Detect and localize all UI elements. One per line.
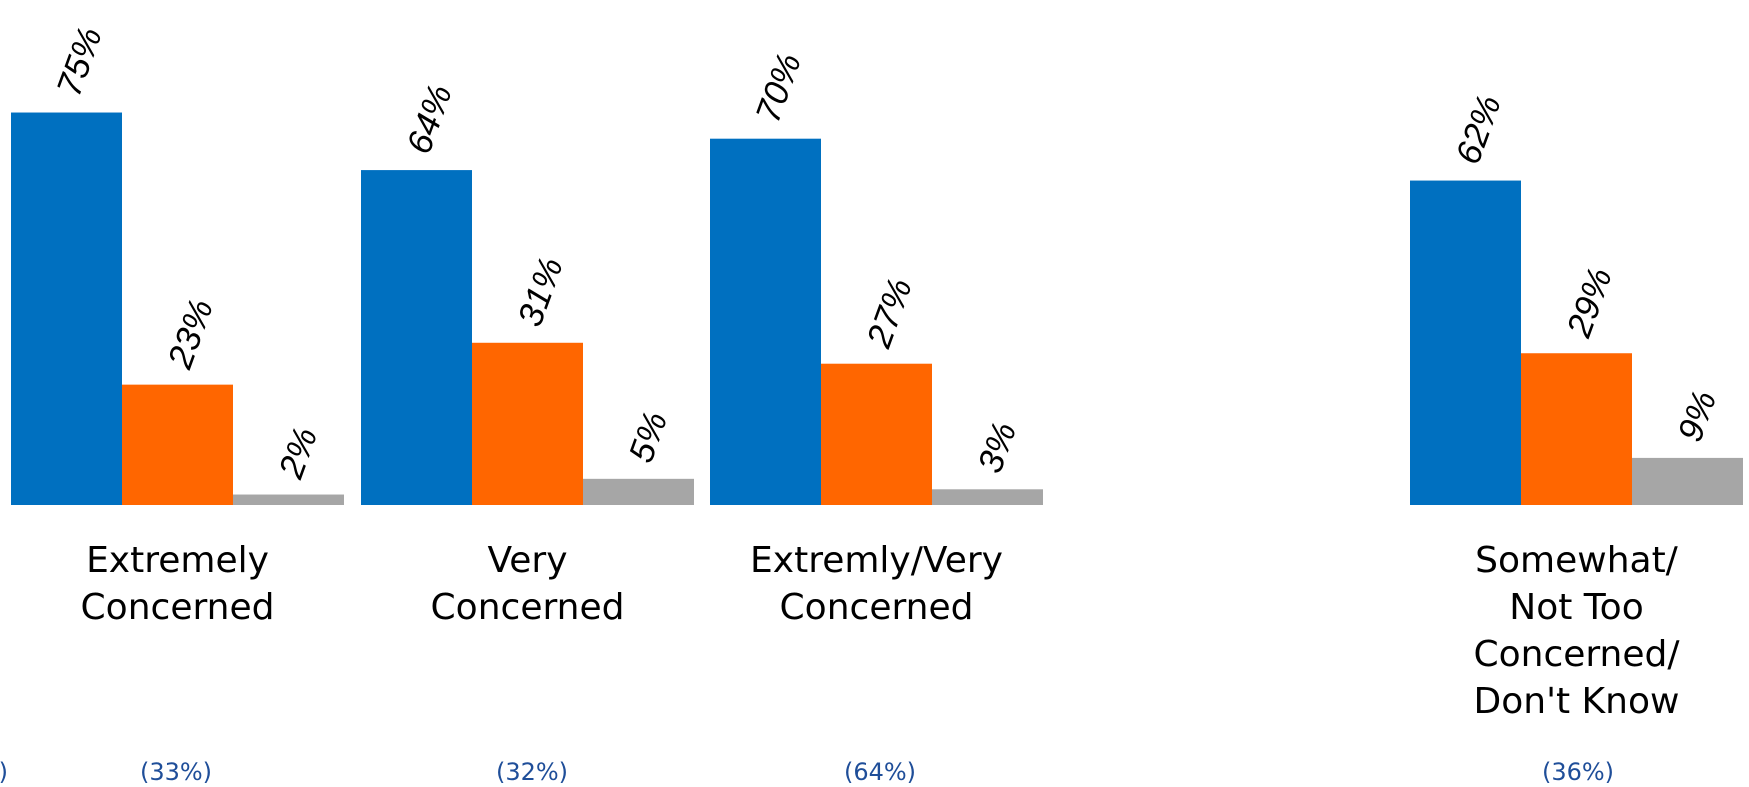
base-label: (36%) xyxy=(1542,758,1614,786)
data-label: 5% xyxy=(621,407,675,468)
data-label: 2% xyxy=(271,422,325,484)
base-label: (64%) xyxy=(844,758,916,786)
data-label: 62% xyxy=(1448,90,1509,169)
category-label-line: Don't Know xyxy=(1474,681,1680,722)
category-label-line: Somewhat/ xyxy=(1475,540,1679,581)
category-label: Very Concerned xyxy=(431,540,625,628)
data-label: 27% xyxy=(859,273,920,353)
bar-series-3 xyxy=(233,494,344,505)
category-label-line: Concerned/ xyxy=(1473,634,1680,675)
bar-series-3 xyxy=(932,489,1043,505)
category-label-line: Not Too xyxy=(1509,587,1643,628)
category-label-line: Concerned xyxy=(780,587,974,628)
bar-series-3 xyxy=(583,478,694,505)
data-label: 64% xyxy=(399,80,460,159)
bar-series-2 xyxy=(122,384,233,505)
category-label-line: Very xyxy=(487,540,567,581)
data-label: 3% xyxy=(970,417,1024,478)
base-label: e) xyxy=(0,758,8,786)
bar-series-1 xyxy=(1410,180,1521,505)
category-label-line: Extremely xyxy=(86,540,269,581)
bar-series-2 xyxy=(1521,353,1632,505)
base-label: (33%) xyxy=(140,758,212,786)
category-label: Extremly/Very Concerned xyxy=(750,540,1003,628)
bar-series-1 xyxy=(11,112,122,506)
data-label: 9% xyxy=(1670,386,1724,447)
bar-group: 62% 29% 9% xyxy=(1410,90,1743,505)
category-label-line: Extremly/Very xyxy=(750,540,1003,581)
bar-series-1 xyxy=(710,138,821,505)
data-label: 29% xyxy=(1559,263,1620,343)
data-label: 75% xyxy=(49,22,110,101)
data-label: 23% xyxy=(160,294,221,374)
bar-series-2 xyxy=(472,342,583,505)
data-label: 70% xyxy=(748,48,809,127)
bar-group: 64% 31% 5% xyxy=(361,80,694,505)
category-label-line: Concerned xyxy=(431,587,625,628)
bar-series-2 xyxy=(821,363,932,505)
data-label: 31% xyxy=(510,252,571,331)
bar-series-3 xyxy=(1632,457,1743,505)
category-label: Somewhat/Not Too Concerned/Don't Know xyxy=(1473,540,1680,722)
base-label: (32%) xyxy=(496,758,568,786)
category-label-line: Concerned xyxy=(81,587,275,628)
bar-group: 70% 27% 3% xyxy=(710,48,1043,505)
bar-series-1 xyxy=(361,170,472,505)
category-label: Extremely Concerned xyxy=(81,540,275,628)
bar-group: 75% 23% 2% xyxy=(11,22,344,506)
